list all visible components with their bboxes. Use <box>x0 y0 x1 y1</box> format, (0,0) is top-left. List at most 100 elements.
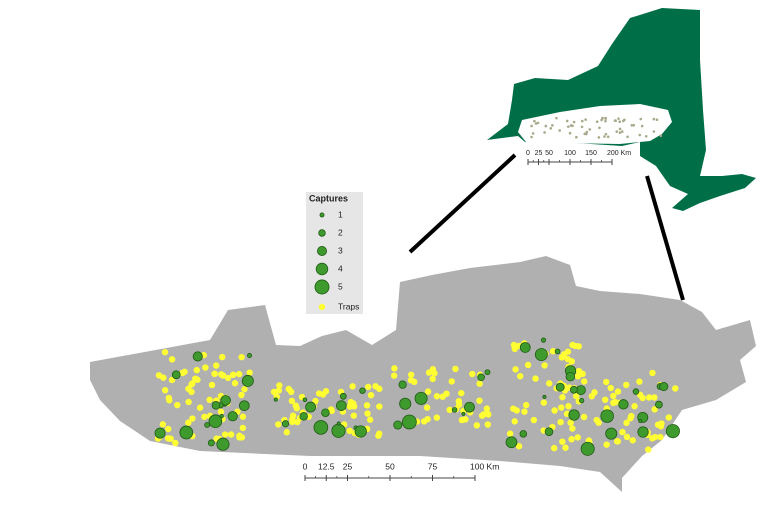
trap <box>420 418 428 425</box>
capture <box>544 427 554 436</box>
trap <box>448 378 455 385</box>
trap <box>407 371 415 378</box>
trap <box>206 396 213 404</box>
trap <box>185 419 192 426</box>
inset-trap <box>639 117 643 121</box>
trap <box>575 343 582 350</box>
trap <box>580 413 588 421</box>
legend-label: 2 <box>338 227 343 237</box>
trap <box>603 441 610 448</box>
trap <box>165 394 173 402</box>
capture <box>637 426 649 438</box>
capture <box>554 348 561 355</box>
inset-trap <box>530 135 533 139</box>
scale-label: 25 <box>535 150 543 157</box>
legend-symbol <box>314 279 330 295</box>
trap <box>506 430 514 437</box>
trap <box>541 362 548 369</box>
scale-bar: 0 12.5 25 50 75 100 Km <box>303 461 499 481</box>
inset-trap <box>622 119 625 123</box>
capture <box>464 401 475 413</box>
legend-symbol <box>318 303 326 311</box>
scale-label: 200 Km <box>607 150 631 157</box>
legend: 1 2 3 4 5 Traps <box>314 209 359 311</box>
trap <box>645 394 653 401</box>
capture <box>575 385 586 396</box>
capture <box>477 373 485 382</box>
trap <box>579 370 586 378</box>
trap <box>168 376 176 384</box>
trap <box>212 362 220 369</box>
capture <box>179 425 194 440</box>
trap <box>469 370 476 378</box>
inset-trap <box>536 121 540 125</box>
trap <box>189 415 196 422</box>
trap <box>346 427 353 435</box>
trap <box>275 387 283 394</box>
trap <box>164 435 172 442</box>
inset-trap <box>597 136 601 139</box>
inset-trap <box>568 131 572 135</box>
capture <box>579 398 585 404</box>
trap <box>196 404 204 411</box>
trap <box>483 405 491 412</box>
legend-symbol <box>315 262 329 276</box>
trap <box>651 394 658 401</box>
trap <box>376 403 383 410</box>
trap <box>367 391 375 399</box>
trap <box>511 418 518 425</box>
trap <box>631 403 638 410</box>
trap <box>515 443 523 450</box>
trap <box>607 384 614 392</box>
trap <box>623 419 630 427</box>
trap <box>276 382 283 389</box>
trap <box>651 406 658 413</box>
trap <box>574 373 582 380</box>
trap <box>238 353 245 361</box>
trap <box>602 378 610 386</box>
legend-box <box>306 192 363 314</box>
trap <box>219 353 226 361</box>
capture <box>542 394 547 399</box>
scale-label: 50 <box>385 461 395 471</box>
inset-trap <box>618 131 622 135</box>
inset-trap <box>570 124 573 128</box>
trap <box>288 397 296 405</box>
trap <box>458 389 465 397</box>
trap <box>235 370 243 378</box>
trap <box>424 388 432 395</box>
legend-symbol <box>318 229 326 237</box>
inset-trap <box>630 123 634 127</box>
capture <box>638 419 643 423</box>
capture <box>665 424 680 439</box>
scale-label: 25 <box>343 461 353 471</box>
inset-trap <box>604 116 607 120</box>
inset-trap <box>626 135 629 139</box>
inset-trap <box>531 132 535 135</box>
capture <box>569 385 578 394</box>
inset-trap <box>575 135 578 139</box>
inset-trap <box>580 119 584 123</box>
inset-trap <box>620 130 624 133</box>
trap <box>443 390 450 397</box>
trap <box>573 392 580 400</box>
trap <box>224 374 232 382</box>
capture <box>568 409 580 421</box>
trap <box>645 446 652 453</box>
trap <box>672 385 679 392</box>
trap <box>159 421 167 428</box>
trap <box>285 385 292 393</box>
trap <box>612 398 619 406</box>
trap <box>564 355 571 363</box>
trap <box>569 341 576 349</box>
trap <box>551 407 558 414</box>
legend-label: Traps <box>338 301 359 311</box>
inset-trap <box>618 127 622 131</box>
trap <box>201 413 208 420</box>
trap <box>168 356 176 363</box>
capture <box>600 409 614 423</box>
scale-label: 12.5 <box>318 461 335 471</box>
capture <box>247 353 252 358</box>
trap <box>315 390 323 397</box>
